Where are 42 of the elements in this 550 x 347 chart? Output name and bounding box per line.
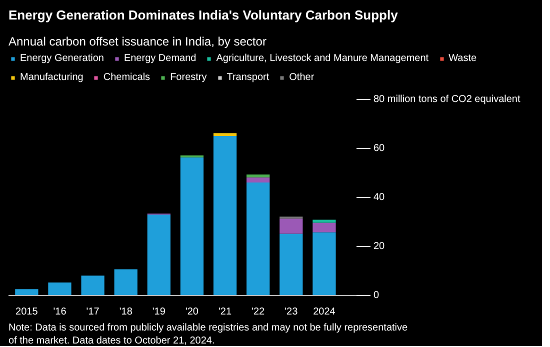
x-tick-label: '17 xyxy=(86,306,100,318)
legend-label: Transport xyxy=(226,72,270,83)
text: Note: Data is sourced from publicly available registries and may not be fully representative of the market. Data dates to October 21, 2024. xyxy=(8,322,408,346)
y-tick-label: 40 xyxy=(374,192,386,203)
bar xyxy=(213,133,237,136)
x-tick-label: '16 xyxy=(53,306,67,318)
bar xyxy=(213,136,237,296)
legend-label: Chemicals xyxy=(103,72,150,83)
legend-label: Forestry xyxy=(170,72,207,83)
chart-title: Energy Generation Dominates India's Voluntary Carbon Supply xyxy=(8,8,399,22)
bar xyxy=(312,222,336,232)
bar xyxy=(180,157,204,296)
bar xyxy=(246,177,270,183)
x-tick-label: '18 xyxy=(119,306,133,318)
bar xyxy=(48,282,72,296)
bar xyxy=(114,269,138,296)
bar xyxy=(280,234,303,296)
y-tick-label: 60 xyxy=(374,143,386,154)
legend-label: Energy Demand xyxy=(124,53,196,64)
x-tick-label: 2015 xyxy=(16,306,38,318)
x-tick-label: '23 xyxy=(284,306,298,318)
x-tick-label: '19 xyxy=(152,306,166,318)
x-tick-label: '22 xyxy=(252,306,266,318)
x-tick-label: '20 xyxy=(185,306,199,318)
chart-subtitle: Annual carbon offset issuance in India, by sector xyxy=(8,34,266,48)
legend-label: Waste xyxy=(448,53,477,64)
bar xyxy=(15,289,38,296)
legend-label: Other xyxy=(289,72,314,83)
x-tick-label: '21 xyxy=(218,306,232,318)
legend-label: Energy Generation xyxy=(20,53,104,64)
y-tick-label: 0 xyxy=(374,290,380,301)
bar xyxy=(147,214,170,296)
legend-label: Agriculture, Livestock and Manure Management xyxy=(216,53,429,64)
x-tick-label: 2024 xyxy=(313,306,336,318)
bar xyxy=(312,232,336,296)
bar xyxy=(81,276,104,296)
y-tick-label: 20 xyxy=(374,241,386,252)
legend-label: Manufacturing xyxy=(20,72,84,83)
bar xyxy=(246,174,270,178)
bar xyxy=(246,182,270,296)
y-tick-label: 80 million tons of CO2 equivalent xyxy=(374,94,520,105)
bar xyxy=(280,218,303,234)
